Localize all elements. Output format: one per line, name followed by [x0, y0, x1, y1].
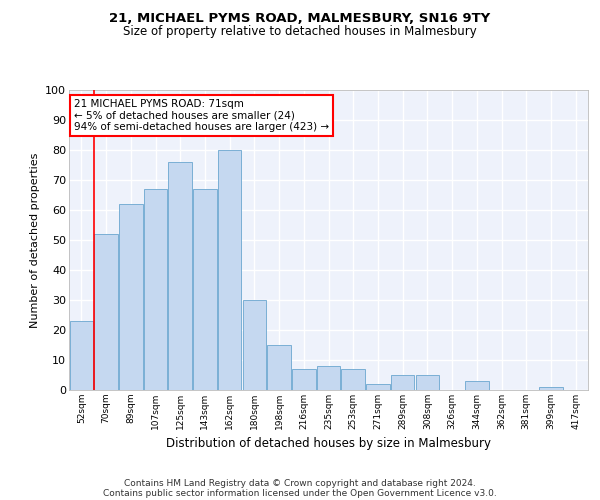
Bar [70, 321, 93, 390]
Text: Contains public sector information licensed under the Open Government Licence v3: Contains public sector information licen… [103, 488, 497, 498]
X-axis label: Distribution of detached houses by size in Malmesbury: Distribution of detached houses by size … [166, 438, 491, 450]
Bar [416, 375, 439, 390]
Bar [366, 384, 389, 390]
Bar [292, 369, 316, 390]
Bar [218, 150, 241, 390]
Bar [341, 369, 365, 390]
Bar [144, 189, 167, 390]
Bar [268, 345, 291, 390]
Bar [391, 375, 415, 390]
Text: 21, MICHAEL PYMS ROAD, MALMESBURY, SN16 9TY: 21, MICHAEL PYMS ROAD, MALMESBURY, SN16 … [109, 12, 491, 26]
Text: Size of property relative to detached houses in Malmesbury: Size of property relative to detached ho… [123, 25, 477, 38]
Bar [193, 189, 217, 390]
Bar [539, 387, 563, 390]
Bar [119, 204, 143, 390]
Text: Contains HM Land Registry data © Crown copyright and database right 2024.: Contains HM Land Registry data © Crown c… [124, 478, 476, 488]
Text: 21 MICHAEL PYMS ROAD: 71sqm
← 5% of detached houses are smaller (24)
94% of semi: 21 MICHAEL PYMS ROAD: 71sqm ← 5% of deta… [74, 99, 329, 132]
Y-axis label: Number of detached properties: Number of detached properties [29, 152, 40, 328]
Bar [465, 381, 488, 390]
Bar [94, 234, 118, 390]
Bar [317, 366, 340, 390]
Bar [242, 300, 266, 390]
Bar [169, 162, 192, 390]
